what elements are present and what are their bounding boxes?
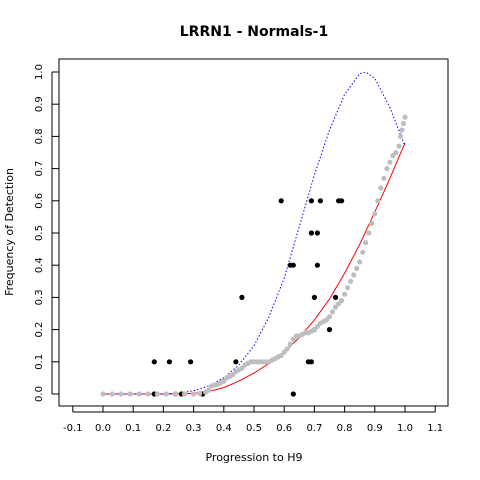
grey-data-point <box>351 272 357 278</box>
y-tick-label: 0.4 <box>34 257 45 273</box>
grey-data-point <box>369 220 375 226</box>
black-data-point <box>151 359 157 365</box>
x-tick-label: 0.2 <box>155 423 171 434</box>
grey-data-point <box>163 391 169 397</box>
black-data-point <box>166 359 172 365</box>
grey-data-point <box>136 391 142 397</box>
black-data-point <box>308 198 314 204</box>
grey-data-point <box>206 387 212 393</box>
black-data-point <box>290 391 296 397</box>
black-data-point <box>317 198 323 204</box>
y-tick-label: 0.5 <box>34 225 45 241</box>
grey-data-point <box>342 291 348 297</box>
grey-data-point <box>172 391 179 397</box>
grey-data-point <box>387 159 393 165</box>
black-data-point <box>326 327 333 333</box>
black-data-point <box>188 359 194 365</box>
grey-data-point <box>326 314 333 320</box>
grey-data-point <box>181 391 188 397</box>
grey-data-point <box>145 391 151 397</box>
grey-data-point <box>127 391 133 397</box>
y-axis-label: Frequency of Detection <box>3 168 16 296</box>
x-tick-label: 0.7 <box>306 423 322 434</box>
black-data-point <box>308 230 314 236</box>
y-axis: 0.0 0.1 0.2 0.3 0.4 0.5 0.6 0.7 0.8 0.9 1.0 <box>34 64 59 402</box>
y-tick-label: 0.0 <box>34 386 45 402</box>
y-tick-label: 0.9 <box>34 96 45 112</box>
grey-data-point <box>332 304 339 310</box>
grey-data-point <box>191 391 197 397</box>
black-data-point <box>290 262 296 268</box>
grey-data-point <box>290 336 296 342</box>
x-tick-label: 1.0 <box>397 423 413 434</box>
grey-data-point <box>381 175 387 181</box>
grey-data-point <box>109 391 115 397</box>
black-data-point <box>308 359 314 365</box>
x-tick-label: 0.4 <box>216 423 232 434</box>
series-layer <box>100 71 408 397</box>
black-data-point <box>314 230 320 236</box>
black-data-point <box>233 359 239 365</box>
y-tick-label: 0.2 <box>34 322 45 338</box>
chart-title: LRRN1 - Normals-1 <box>180 24 328 40</box>
x-tick-label: 0.0 <box>95 423 111 434</box>
black-data-point <box>332 294 339 300</box>
x-tick-label: 0.5 <box>246 423 262 434</box>
grey-data-point <box>100 391 106 397</box>
y-tick-label: 0.8 <box>34 128 45 144</box>
grey-data-point <box>384 166 390 172</box>
grey-data-point <box>357 259 363 265</box>
grey-data-point <box>396 143 402 149</box>
grey-data-point <box>354 265 360 271</box>
x-axis: -0.1 0.0 0.1 0.2 0.3 0.4 0.5 0.6 0.7 0.8 0.9 1.0 1.1 <box>63 406 443 434</box>
grey-data-point <box>360 249 366 255</box>
black-data-point <box>311 294 317 300</box>
y-tick-label: 0.7 <box>34 161 45 177</box>
grey-data-point <box>284 346 290 352</box>
black-data-point <box>278 198 284 204</box>
y-tick-label: 1.0 <box>34 64 45 80</box>
black-data-point <box>314 262 320 268</box>
grey-data-point <box>366 230 372 236</box>
grey-data-point <box>399 127 405 133</box>
grey-data-point <box>378 185 384 191</box>
grey-data-point <box>287 341 293 347</box>
x-tick-label: 0.8 <box>337 423 353 434</box>
x-axis-label: Progression to H9 <box>205 451 302 464</box>
grey-data-point <box>363 240 369 246</box>
grey-data-point <box>375 198 381 204</box>
x-tick-label: -0.1 <box>63 423 83 434</box>
grey-data-point <box>278 352 284 358</box>
grey-data-point <box>118 391 124 397</box>
grey-data-point <box>154 391 160 397</box>
x-tick-label: 0.1 <box>125 423 141 434</box>
grey-data-point <box>400 120 407 127</box>
x-tick-label: 0.3 <box>186 423 202 434</box>
x-tick-label: 0.9 <box>367 423 383 434</box>
grey-data-point <box>197 390 203 396</box>
grey-data-point <box>397 133 404 139</box>
x-tick-label: 0.6 <box>276 423 292 434</box>
grey-data-point <box>329 309 336 315</box>
grey-data-point <box>402 114 408 120</box>
black-data-point <box>239 294 245 300</box>
y-tick-label: 0.3 <box>34 289 45 305</box>
grey-data-point <box>393 149 399 156</box>
y-tick-label: 0.1 <box>34 354 45 370</box>
grey-data-point <box>345 285 351 291</box>
grey-data-point <box>372 211 378 217</box>
x-tick-label: 1.1 <box>427 423 443 434</box>
black-data-point <box>339 198 345 204</box>
grey-data-point <box>339 298 345 304</box>
y-tick-label: 0.6 <box>34 193 45 209</box>
grey-data-point <box>348 278 354 284</box>
